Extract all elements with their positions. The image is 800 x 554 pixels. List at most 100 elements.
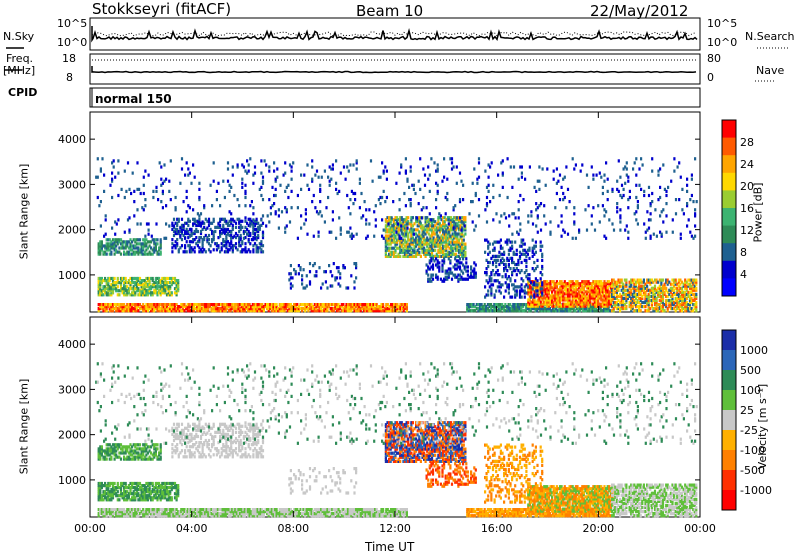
power-cell: [192, 307, 196, 311]
power-cell: [231, 218, 234, 222]
power-cell: [176, 242, 179, 246]
power-cell: [252, 250, 255, 254]
power-cell: [188, 248, 191, 252]
power-cell: [143, 252, 146, 256]
power-cell: [528, 292, 531, 296]
power-cell: [443, 222, 446, 226]
power-cell: [671, 307, 674, 311]
power-cell: [574, 280, 577, 284]
power-cell: [565, 288, 568, 292]
power-cell: [644, 296, 647, 300]
power-cell: [145, 283, 148, 287]
power-cell: [191, 309, 194, 313]
power-cell: [453, 232, 456, 236]
power-cell: [591, 307, 594, 311]
power-cell: [135, 305, 138, 309]
power-cell: [601, 294, 604, 298]
power-cell: [428, 277, 431, 281]
power-cell: [247, 231, 250, 236]
power-cell: [638, 288, 641, 292]
power-cell: [228, 229, 231, 234]
power-cell: [523, 248, 526, 252]
power-cell: [448, 224, 451, 228]
power-cell: [507, 303, 510, 307]
power-cell: [207, 217, 211, 221]
power-cell: [622, 296, 625, 300]
power-cell: [246, 221, 249, 225]
power-cell: [448, 254, 451, 258]
power-cell: [690, 290, 693, 294]
power-cell: [584, 300, 587, 304]
power-cell: [404, 307, 407, 311]
power-cell: [339, 228, 342, 232]
power-cell: [644, 298, 647, 303]
power-cell: [152, 189, 155, 193]
power-cell: [217, 244, 220, 248]
power-cell: [574, 163, 577, 167]
power-cell: [145, 305, 148, 309]
power-cell: [427, 222, 430, 226]
power-cell: [297, 307, 300, 311]
power-cell: [560, 185, 563, 189]
power-cell: [565, 165, 568, 169]
power-cell: [218, 307, 221, 311]
power-cell: [209, 250, 212, 254]
power-cell: [127, 303, 130, 307]
power-cell: [252, 230, 255, 234]
power-cell: [569, 309, 572, 313]
power-cell: [456, 218, 459, 222]
power-cell: [242, 236, 245, 240]
power-cell: [442, 216, 445, 220]
power-cell: [452, 165, 455, 169]
power-cell: [552, 300, 555, 304]
power-cell: [492, 195, 495, 200]
power-cell: [154, 246, 157, 250]
power-cell: [485, 220, 489, 224]
power-cell: [241, 250, 244, 254]
power-cell: [97, 309, 100, 313]
power-cell: [535, 292, 538, 296]
power-cell: [385, 307, 388, 311]
power-cell: [573, 296, 576, 300]
power-cell: [661, 296, 665, 300]
power-cell: [440, 238, 443, 242]
power-cell: [441, 279, 444, 283]
power-cell: [108, 244, 111, 248]
power-cell: [331, 218, 334, 222]
power-cell: [603, 208, 606, 212]
power-cell: [264, 303, 267, 307]
power-cell: [562, 282, 565, 286]
power-cell: [690, 193, 693, 198]
power-cell: [562, 298, 565, 302]
power-cell: [527, 214, 530, 218]
power-cell: [187, 167, 190, 171]
power-cell: [678, 161, 681, 165]
power-cell: [386, 224, 389, 228]
power-cell: [126, 309, 129, 313]
power-cell: [543, 300, 546, 304]
power-cell: [225, 221, 228, 225]
power-cell: [397, 307, 401, 311]
power-cell: [176, 223, 179, 227]
power-cell: [572, 309, 575, 313]
power-cell: [261, 175, 265, 179]
power-cell: [593, 296, 597, 300]
power-cell: [593, 304, 597, 308]
power-cell: [238, 240, 241, 244]
power-cell: [161, 285, 164, 289]
power-cell: [457, 226, 461, 230]
power-cell: [440, 224, 443, 228]
power-cell: [474, 271, 477, 275]
power-cell: [655, 288, 658, 292]
power-cell: [223, 309, 226, 313]
power-cell: [573, 220, 576, 224]
power-cell: [466, 273, 469, 277]
power-cell: [168, 189, 171, 193]
power-cell: [649, 236, 652, 240]
power-cell: [220, 231, 223, 236]
power-cell: [638, 305, 641, 309]
power-cell: [546, 290, 549, 294]
power-cell: [674, 296, 677, 300]
power-cell: [256, 307, 259, 311]
power-cell: [557, 296, 560, 300]
